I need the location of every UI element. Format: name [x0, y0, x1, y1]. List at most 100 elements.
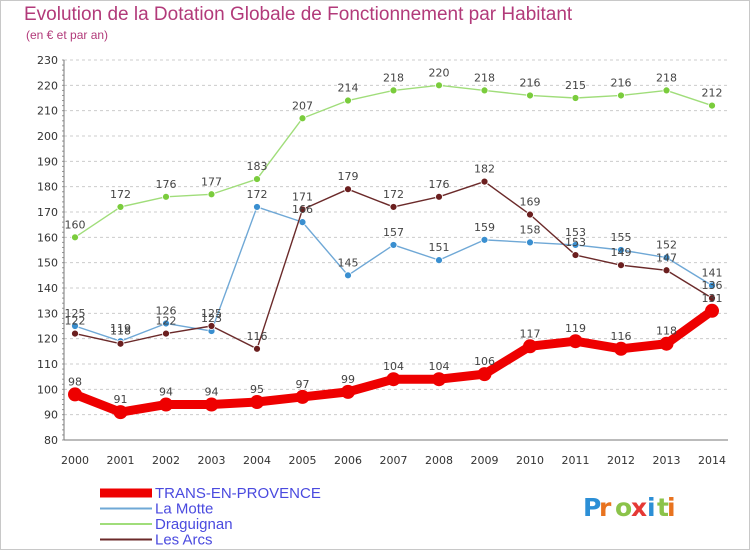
data-label: 147 — [656, 251, 677, 264]
data-point — [116, 203, 125, 211]
data-point — [162, 192, 170, 201]
data-label: 119 — [110, 322, 131, 335]
x-tick-label: 2010 — [516, 454, 544, 467]
proxiti-logo: Pr ox i ti — [583, 493, 676, 522]
data-point — [71, 322, 79, 330]
data-point — [159, 397, 173, 412]
data-point — [250, 395, 264, 409]
data-point — [344, 96, 352, 105]
logo-letter: P — [583, 493, 601, 522]
data-label: 106 — [474, 355, 495, 368]
y-tick-label: 190 — [37, 155, 58, 168]
data-point — [71, 233, 79, 242]
data-point — [708, 294, 716, 303]
data-point — [295, 389, 310, 404]
data-label: 220 — [429, 66, 450, 79]
data-label: 176 — [429, 178, 450, 191]
x-tick-label: 2000 — [61, 454, 89, 467]
data-point — [617, 246, 625, 254]
data-label: 119 — [565, 322, 586, 335]
data-label: 215 — [565, 79, 586, 92]
data-point — [207, 190, 216, 199]
data-point — [662, 86, 671, 95]
data-label: 158 — [520, 223, 541, 236]
data-point — [526, 238, 534, 247]
data-point — [526, 91, 534, 100]
logo-letter: r — [599, 493, 612, 522]
y-tick-label: 210 — [37, 105, 58, 118]
data-point — [204, 397, 219, 412]
data-label: 125 — [65, 307, 86, 320]
data-point — [253, 344, 261, 353]
data-label: 118 — [656, 325, 677, 338]
y-tick-label: 160 — [37, 231, 58, 244]
x-tick-label: 2008 — [425, 454, 453, 467]
data-label: 207 — [292, 99, 313, 112]
data-label: 159 — [474, 221, 495, 234]
data-point — [207, 322, 216, 330]
data-point — [480, 177, 489, 186]
data-label: 152 — [656, 239, 677, 252]
x-tick-label: 2012 — [607, 454, 635, 467]
x-tick-label: 2011 — [562, 454, 590, 467]
data-label: 94 — [159, 386, 173, 399]
y-tick-label: 110 — [37, 358, 58, 371]
data-point — [298, 218, 307, 227]
y-tick-label: 120 — [37, 333, 58, 346]
data-label: 136 — [702, 279, 723, 292]
data-label: 182 — [474, 163, 495, 176]
data-label: 122 — [65, 315, 86, 328]
data-label: 183 — [247, 160, 268, 173]
data-label: 171 — [292, 190, 313, 203]
logo-letter: t — [657, 493, 669, 522]
data-point — [162, 319, 170, 328]
data-point — [344, 185, 352, 194]
legend-label: Les Arcs — [155, 532, 213, 549]
legend-label: La Motte — [155, 501, 213, 518]
chart-title: Evolution de la Dotation Globale de Fonc… — [24, 4, 573, 25]
data-point — [253, 175, 261, 183]
data-label: 155 — [611, 231, 632, 244]
data-point — [480, 86, 489, 95]
data-point — [708, 281, 716, 290]
data-point — [571, 241, 580, 249]
data-point — [435, 192, 443, 201]
data-point — [708, 101, 716, 110]
data-label: 169 — [520, 196, 541, 209]
logo-letter: i — [667, 493, 676, 522]
data-point — [389, 241, 398, 249]
data-point — [71, 329, 79, 338]
data-point — [477, 367, 492, 382]
legend-label: TRANS-EN-PROVENCE — [155, 485, 321, 502]
data-label: 118 — [110, 325, 131, 338]
data-point — [480, 235, 489, 244]
data-label: 126 — [156, 304, 177, 317]
data-point — [386, 372, 401, 387]
y-tick-label: 180 — [37, 181, 58, 194]
data-point — [435, 256, 443, 265]
data-label: 176 — [156, 178, 177, 191]
x-tick-label: 2014 — [698, 454, 726, 467]
data-point — [705, 303, 719, 318]
data-point — [523, 339, 537, 354]
axes: 8090100110120130140150160170180190200210… — [37, 54, 728, 467]
legend-label: Draguignan — [155, 516, 233, 533]
data-label: 153 — [565, 236, 586, 249]
data-label: 99 — [341, 373, 355, 386]
data-point — [571, 251, 580, 259]
y-tick-label: 150 — [37, 257, 58, 270]
x-tick-label: 2003 — [198, 454, 226, 467]
data-point — [571, 94, 580, 102]
data-label: 212 — [702, 87, 723, 100]
data-label: 91 — [114, 393, 128, 406]
data-label: 116 — [247, 330, 268, 343]
x-tick-label: 2009 — [471, 454, 499, 467]
data-label: 97 — [296, 378, 310, 391]
data-label: 116 — [611, 330, 632, 343]
data-label: 141 — [702, 266, 723, 279]
data-label: 172 — [110, 188, 131, 201]
x-tick-label: 2007 — [380, 454, 408, 467]
data-label: 218 — [656, 71, 677, 84]
